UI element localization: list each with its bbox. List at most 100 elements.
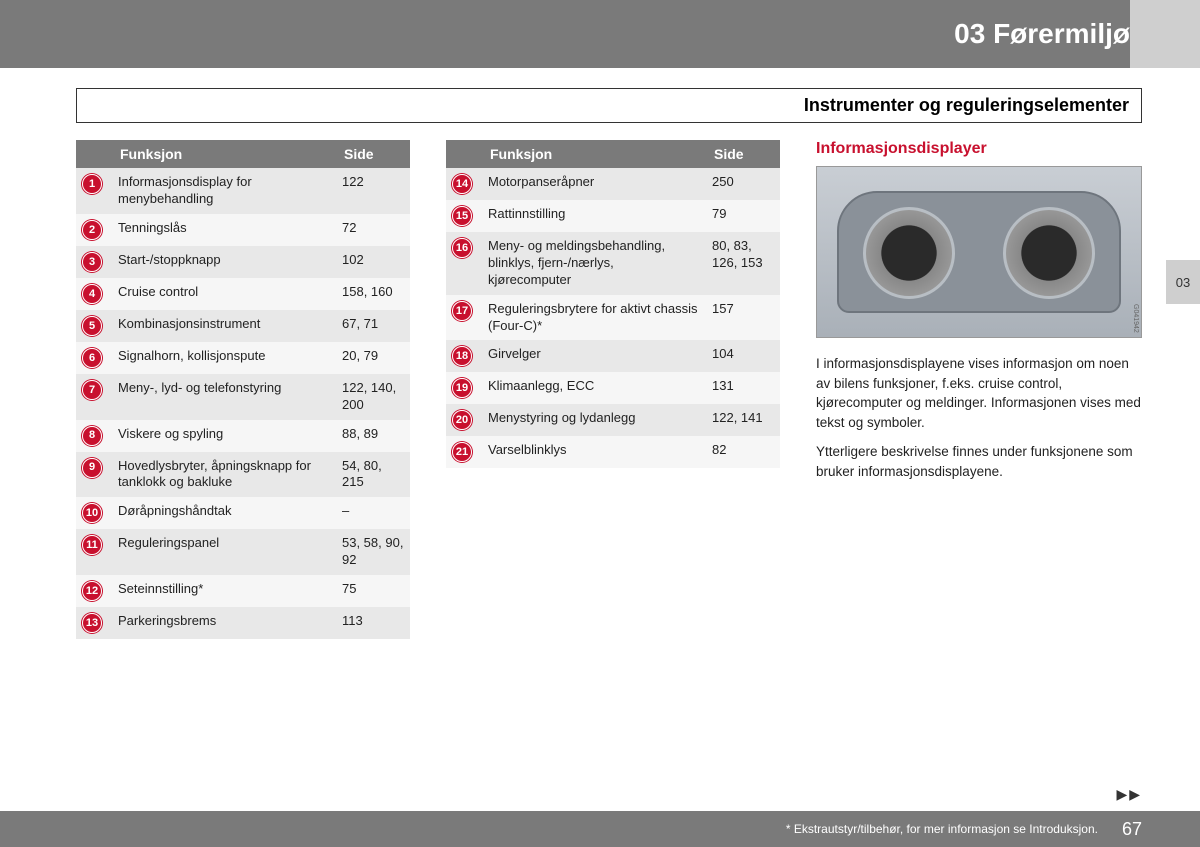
- chapter-side-tab: 03: [1166, 260, 1200, 304]
- table-row: 20Menystyring og lydanlegg122, 141: [446, 404, 780, 436]
- th-icon: [76, 140, 112, 168]
- row-func-cell: Girvelger: [482, 340, 706, 372]
- table-row: 16 Meny- og meldingsbehandling, blinklys,…: [446, 232, 780, 295]
- row-func-cell: Tenningslås: [112, 214, 336, 246]
- function-table-2: Funksjon Side 14Motorpanseråpner25015Rat…: [446, 140, 780, 468]
- row-number-cell: 10: [76, 497, 112, 529]
- table-row: 17Reguleringsbrytere for aktivt chassis …: [446, 295, 780, 341]
- row-page-cell: 75: [336, 575, 410, 607]
- row-page-cell: 131: [706, 372, 780, 404]
- row-page-cell: 54, 80, 215: [336, 452, 410, 498]
- number-badge: 20: [452, 410, 472, 430]
- row-func-cell: Døråpningshåndtak: [112, 497, 336, 529]
- row-number-cell: 7: [76, 374, 112, 420]
- row-number-cell: 13: [76, 607, 112, 639]
- row-func-cell: Meny-, lyd- og telefonstyring: [112, 374, 336, 420]
- page-number: 67: [1122, 819, 1142, 840]
- row-number-cell: 21: [446, 436, 482, 468]
- continuation-arrows: ▶▶: [1116, 786, 1142, 803]
- figure-code: G041942: [1132, 304, 1139, 333]
- number-badge: 19: [452, 378, 472, 398]
- number-badge: 13: [82, 613, 102, 633]
- number-badge: 4: [82, 284, 102, 304]
- table-row: 18 Girvelger104: [446, 340, 780, 372]
- row-page-cell: 122, 141: [706, 404, 780, 436]
- number-badge: 8: [82, 426, 102, 446]
- row-func-cell: Reguleringsbrytere for aktivt chassis (F…: [482, 295, 706, 341]
- row-func-cell: Viskere og spyling: [112, 420, 336, 452]
- row-func-cell: Reguleringspanel: [112, 529, 336, 575]
- row-number-cell: 18: [446, 340, 482, 372]
- table-row: 3 Start-/stoppknapp102: [76, 246, 410, 278]
- row-number-cell: 3: [76, 246, 112, 278]
- row-func-cell: Rattinnstilling: [482, 200, 706, 232]
- info-paragraph-2: Ytterligere beskrivelse finnes under fun…: [816, 442, 1142, 481]
- row-func-cell: Varselblinklys: [482, 436, 706, 468]
- row-func-cell: Seteinnstilling*: [112, 575, 336, 607]
- row-func-cell: Start-/stoppknapp: [112, 246, 336, 278]
- row-page-cell: 79: [706, 200, 780, 232]
- table-row: 9Hovedlysbryter, åpningsknapp for tanklo…: [76, 452, 410, 498]
- number-badge: 11: [82, 535, 102, 555]
- number-badge: 10: [82, 503, 102, 523]
- row-func-cell: Parkeringsbrems: [112, 607, 336, 639]
- row-page-cell: 80, 83, 126, 153: [706, 232, 780, 295]
- row-page-cell: 113: [336, 607, 410, 639]
- th-func: Funksjon: [112, 140, 336, 168]
- row-page-cell: 72: [336, 214, 410, 246]
- row-number-cell: 1: [76, 168, 112, 214]
- row-number-cell: 8: [76, 420, 112, 452]
- row-number-cell: 9: [76, 452, 112, 498]
- header-corner: [1130, 0, 1200, 68]
- row-page-cell: 158, 160: [336, 278, 410, 310]
- row-page-cell: –: [336, 497, 410, 529]
- th-page: Side: [336, 140, 410, 168]
- table-row: 13 Parkeringsbrems113: [76, 607, 410, 639]
- th-icon: [446, 140, 482, 168]
- footnote: * Ekstrautstyr/tilbehør, for mer informa…: [786, 822, 1098, 836]
- number-badge: 18: [452, 346, 472, 366]
- number-badge: 3: [82, 252, 102, 272]
- row-func-cell: Informasjonsdisplay for menybehandling: [112, 168, 336, 214]
- speedometer-dial: [863, 207, 955, 299]
- row-number-cell: 11: [76, 529, 112, 575]
- row-number-cell: 15: [446, 200, 482, 232]
- row-page-cell: 88, 89: [336, 420, 410, 452]
- row-func-cell: Motorpanseråpner: [482, 168, 706, 200]
- table-row: 19Klimaanlegg, ECC131: [446, 372, 780, 404]
- row-number-cell: 20: [446, 404, 482, 436]
- number-badge: 16: [452, 238, 472, 258]
- row-page-cell: 53, 58, 90, 92: [336, 529, 410, 575]
- row-number-cell: 19: [446, 372, 482, 404]
- table-row: 6Signalhorn, kollisjonspute20, 79: [76, 342, 410, 374]
- row-page-cell: 122, 140, 200: [336, 374, 410, 420]
- subheader-text: Instrumenter og reguleringselementer: [804, 95, 1129, 115]
- number-badge: 5: [82, 316, 102, 336]
- row-page-cell: 250: [706, 168, 780, 200]
- chapter-header: 03 Førermiljø: [0, 0, 1200, 68]
- content-area: Funksjon Side 1Informasjonsdisplay for m…: [76, 140, 1142, 787]
- row-page-cell: 102: [336, 246, 410, 278]
- row-func-cell: Kombinasjonsinstrument: [112, 310, 336, 342]
- row-func-cell: Meny- og meldingsbehandling, blinklys, f…: [482, 232, 706, 295]
- info-column: Informasjonsdisplayer G041942 I informas…: [816, 140, 1142, 787]
- instrument-cluster-figure: G041942: [816, 166, 1142, 338]
- row-func-cell: Hovedlysbryter, åpningsknapp for tanklok…: [112, 452, 336, 498]
- row-page-cell: 67, 71: [336, 310, 410, 342]
- table-column-2: Funksjon Side 14Motorpanseråpner25015Rat…: [446, 140, 780, 787]
- table-row: 5 Kombinasjonsinstrument67, 71: [76, 310, 410, 342]
- info-paragraph-1: I informasjonsdisplayene vises informasj…: [816, 354, 1142, 432]
- th-func: Funksjon: [482, 140, 706, 168]
- table-row: 15Rattinnstilling79: [446, 200, 780, 232]
- table-row: 7Meny-, lyd- og telefonstyring122, 140, …: [76, 374, 410, 420]
- info-heading: Informasjonsdisplayer: [816, 140, 1142, 158]
- row-page-cell: 82: [706, 436, 780, 468]
- table-row: 8 Viskere og spyling88, 89: [76, 420, 410, 452]
- row-number-cell: 17: [446, 295, 482, 341]
- table-row: 10 Døråpningshåndtak–: [76, 497, 410, 529]
- number-badge: 6: [82, 348, 102, 368]
- row-page-cell: 104: [706, 340, 780, 372]
- table-column-1: Funksjon Side 1Informasjonsdisplay for m…: [76, 140, 410, 787]
- row-number-cell: 5: [76, 310, 112, 342]
- section-subheader: Instrumenter og reguleringselementer: [76, 88, 1142, 123]
